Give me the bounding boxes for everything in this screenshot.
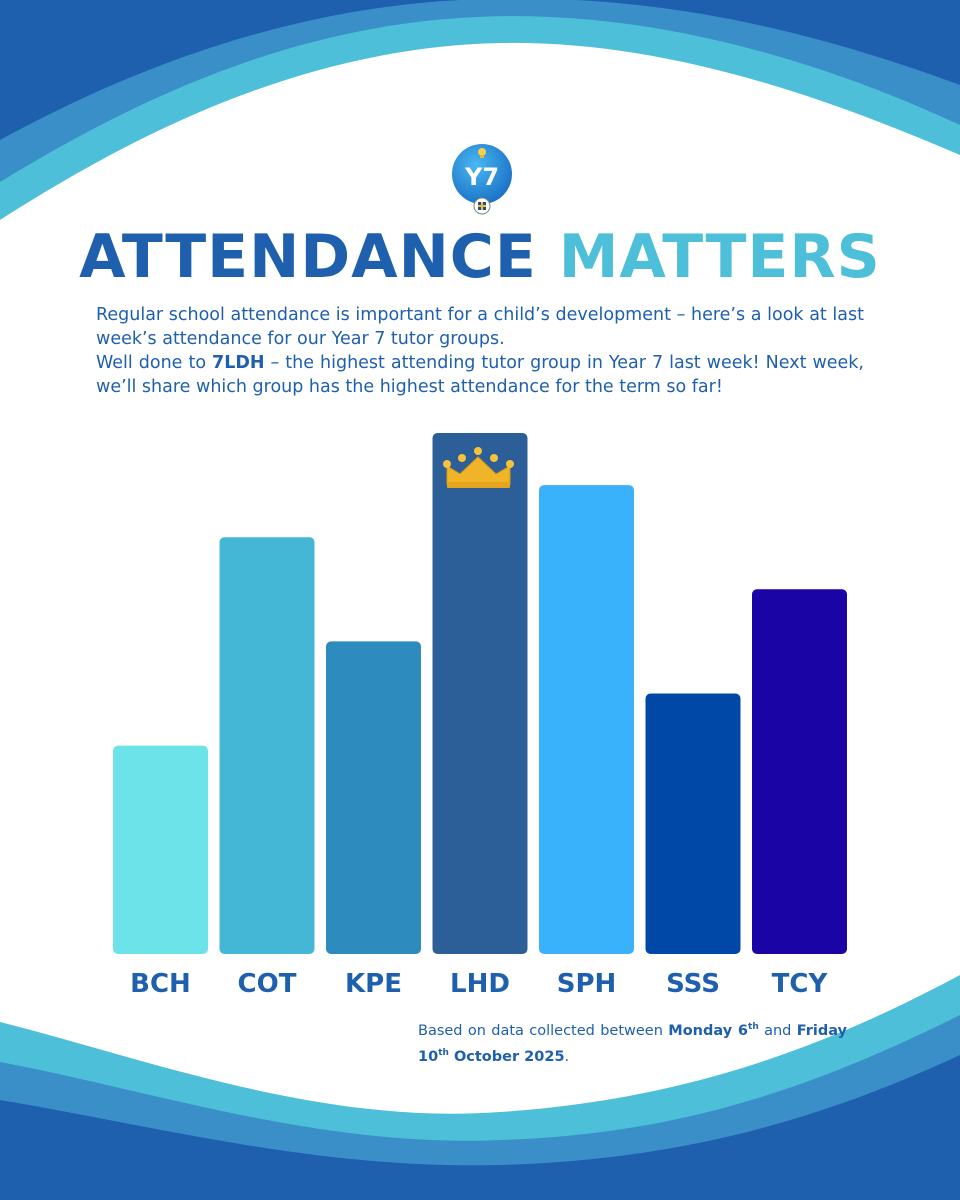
top-wave-dark (0, 0, 960, 140)
intro-text: Regular school attendance is important f… (96, 303, 864, 399)
lightbulb-icon (478, 148, 486, 158)
intro-highlight-group: 7LDH (212, 353, 265, 373)
bars-group (113, 433, 847, 954)
bar-sph (539, 485, 634, 954)
x-label-lhd: LHD (450, 969, 510, 999)
title-part-1: ATTENDANCE (79, 222, 537, 292)
crown-icon (443, 447, 514, 488)
x-label-bch: BCH (130, 969, 191, 999)
footnote: Based on data collected between Monday 6… (418, 1016, 847, 1068)
bar-lhd (432, 433, 528, 954)
svg-text:Y7: Y7 (464, 163, 499, 191)
year7-badge: Y7 (452, 144, 512, 215)
footnote-start-sup: th (748, 1022, 759, 1032)
x-label-sss: SSS (666, 969, 720, 999)
bottom-wave-dark (0, 1055, 960, 1200)
footnote-prefix: Based on data collected between (418, 1022, 669, 1039)
bar-bch (113, 745, 208, 954)
top-wave-mid (0, 0, 960, 182)
intro-paragraph-2: Well done to 7LDH – the highest attendin… (96, 351, 864, 399)
footnote-end-day: Friday 10 (418, 1022, 847, 1065)
footnote-end-sup: th (438, 1047, 449, 1058)
footnote-end-rest: October 2025 (448, 1048, 565, 1065)
page-title: ATTENDANCE MATTERS (0, 222, 960, 292)
footnote-suffix: . (564, 1048, 570, 1065)
intro-paragraph-1: Regular school attendance is important f… (96, 305, 864, 349)
intro-suffix: – the highest attending tutor group in Y… (96, 353, 864, 397)
footnote-end-date: Friday 10th October 2025 (418, 1023, 847, 1065)
footnote-middle: and (758, 1022, 797, 1039)
bar-kpe (326, 641, 421, 954)
x-tick-labels: BCH COT KPE LHD SPH SSS TCY (130, 969, 828, 999)
x-label-cot: COT (238, 969, 297, 999)
x-label-tcy: TCY (772, 969, 829, 999)
bar-tcy (752, 589, 847, 954)
school-crest-icon (473, 197, 491, 215)
bar-sss (645, 693, 741, 954)
title-part-2: MATTERS (558, 222, 881, 292)
bar-cot (219, 537, 315, 954)
x-label-sph: SPH (557, 969, 617, 999)
footnote-start-date: Monday 6th (668, 1022, 759, 1039)
footnote-start-day: Monday 6 (668, 1022, 749, 1039)
x-label-kpe: KPE (345, 969, 402, 999)
attendance-bar-chart: BCH COT KPE LHD SPH SSS TCY (113, 433, 847, 999)
intro-prefix: Well done to (96, 353, 213, 373)
